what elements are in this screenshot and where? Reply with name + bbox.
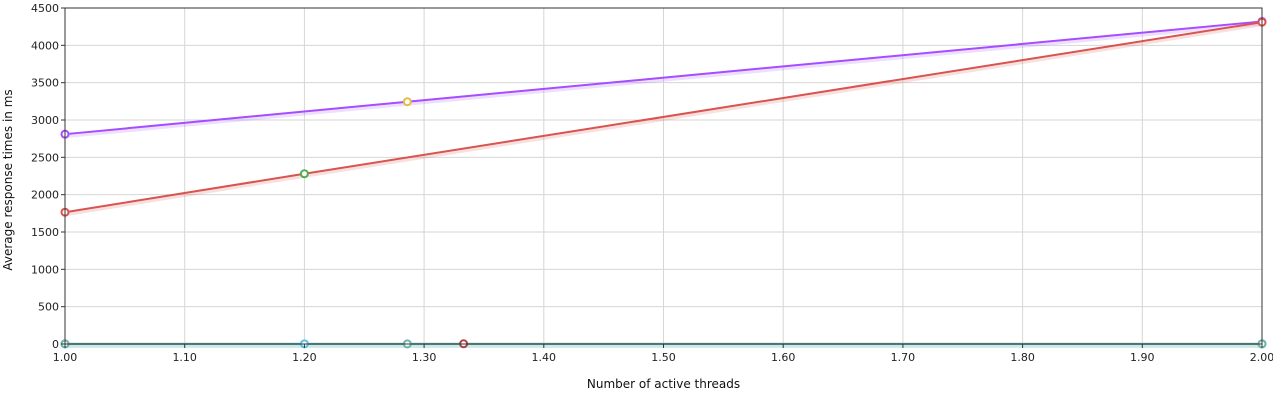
x-tick-label: 1.50 (651, 351, 676, 364)
x-tick-label: 1.30 (412, 351, 437, 364)
y-tick-label: 2000 (31, 189, 59, 202)
grid (64, 7, 1263, 345)
x-axis-ticks: 1.00 1.10 1.20 1.30 1.40 1.50 1.60 1.70 1.80 1.90… (53, 344, 1273, 364)
y-axis-ticks: 0 500 1000 1500 2000 2500 3000 3500 4000 4500 (31, 2, 65, 351)
data-point[interactable] (402, 97, 412, 107)
x-tick-label: 1.40 (532, 351, 557, 364)
y-tick-label: 500 (38, 301, 59, 314)
x-tick-label: 1.10 (172, 351, 197, 364)
data-point[interactable] (299, 169, 309, 179)
y-tick-label: 4500 (31, 2, 59, 15)
y-tick-label: 3500 (31, 77, 59, 90)
x-tick-label: 1.60 (771, 351, 796, 364)
x-axis-title: Number of active threads (587, 377, 740, 391)
x-tick-label: 1.70 (891, 351, 916, 364)
y-tick-label: 1000 (31, 263, 59, 276)
x-tick-label: 1.80 (1010, 351, 1035, 364)
y-tick-label: 3000 (31, 114, 59, 127)
x-tick-label: 1.90 (1130, 351, 1155, 364)
y-axis-title: Average response times in ms (1, 89, 15, 270)
x-tick-label: 2.00 (1250, 351, 1273, 364)
y-tick-label: 4000 (31, 39, 59, 52)
y-tick-label: 1500 (31, 226, 59, 239)
y-tick-label: 2500 (31, 151, 59, 164)
x-tick-label: 1.00 (53, 351, 78, 364)
y-tick-label: 0 (52, 338, 59, 351)
x-tick-label: 1.20 (292, 351, 317, 364)
